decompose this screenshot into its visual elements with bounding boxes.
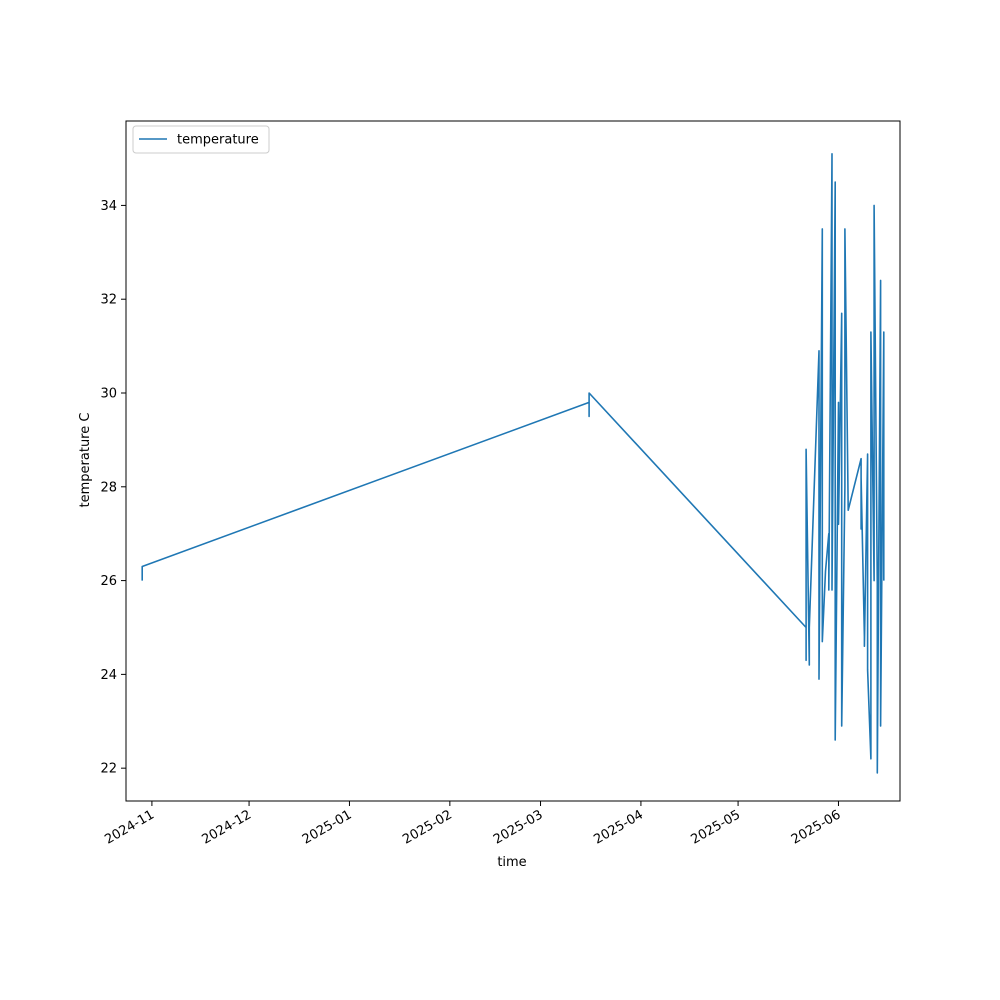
axes-frame xyxy=(125,120,901,802)
y-tick-label: 22 xyxy=(100,762,117,777)
legend-frame xyxy=(132,125,270,154)
y-axis-label: temperature C xyxy=(78,413,93,508)
legend: temperature xyxy=(132,125,270,154)
y-tick-label: 24 xyxy=(100,668,117,683)
plot-area xyxy=(125,120,901,802)
y-tick-label: 28 xyxy=(100,480,117,495)
y-tick-label: 30 xyxy=(100,387,117,402)
x-axis-label: time xyxy=(497,855,526,870)
y-axis: 22 24 26 28 30 32 34 xyxy=(100,199,126,777)
series-line-temperature xyxy=(141,153,885,774)
y-tick-label: 26 xyxy=(100,574,117,589)
y-tick-label: 32 xyxy=(100,293,117,308)
legend-entry-label: temperature xyxy=(177,133,259,148)
y-tick-label: 34 xyxy=(100,199,117,214)
